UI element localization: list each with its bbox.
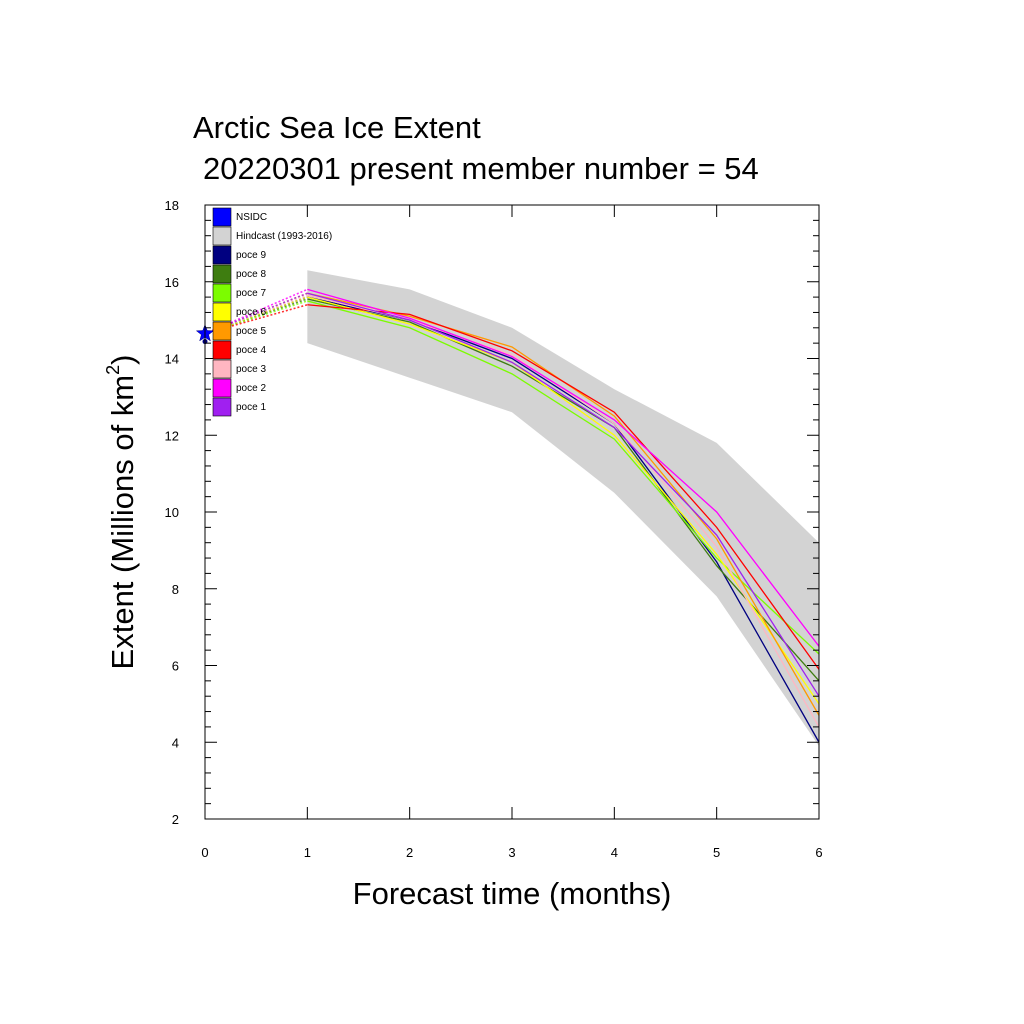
y-tick-label: 6: [172, 659, 179, 674]
y-tick-label: 4: [172, 735, 179, 750]
x-tick-label: 5: [713, 845, 720, 860]
legend-swatch-poce-6: [212, 302, 232, 322]
legend-swatch-nsidc: [212, 207, 232, 227]
y-tick-label: 8: [172, 582, 179, 597]
y-axis-label: Extent (Millions of km2): [103, 355, 141, 670]
y-tick-label: 2: [172, 812, 179, 827]
x-tick-label: 6: [815, 845, 822, 860]
legend-swatch-poce-4: [212, 340, 232, 360]
legend-swatch-poce-5: [212, 321, 232, 341]
legend-label-poce-7: poce 7: [236, 288, 266, 299]
x-tick-label: 4: [611, 845, 618, 860]
series-connector-poce-2: [204, 288, 308, 335]
legend-swatch-poce-7: [212, 283, 232, 303]
legend-label-poce-9: poce 9: [236, 250, 266, 261]
x-tick-label: 3: [508, 845, 515, 860]
legend-label-poce-8: poce 8: [236, 269, 266, 280]
y-axis-label-close: ): [105, 354, 140, 365]
y-tick-label: 12: [165, 428, 179, 443]
series-line-poce-2: [307, 288, 820, 647]
legend-swatch-hindcast-1993-2016-: [212, 226, 232, 246]
y-axis-label-text: Extent (Millions of km: [105, 374, 140, 670]
series-line-poce-7: [307, 300, 820, 655]
legend-label-nsidc: NSIDC: [236, 212, 267, 223]
legend-label-poce-3: poce 3: [236, 364, 266, 375]
legend-label-poce-2: poce 2: [236, 383, 266, 394]
legend-swatch-poce-1: [212, 397, 232, 417]
y-tick-label: 16: [165, 275, 179, 290]
legend-label-poce-4: poce 4: [236, 345, 266, 356]
x-axis-label: Forecast time (months): [352, 876, 672, 911]
series-line-poce-8: [307, 298, 820, 682]
series-line-poce-1: [307, 292, 820, 697]
series-line-poce-6: [307, 296, 820, 705]
legend-label-poce-1: poce 1: [236, 402, 266, 413]
y-tick-label: 18: [165, 198, 179, 213]
legend-swatch-poce-3: [212, 359, 232, 379]
x-tick-label: 2: [406, 845, 413, 860]
y-tick-label: 14: [165, 352, 179, 367]
legend-swatch-poce-8: [212, 264, 232, 284]
hindcast-band-layer: [307, 270, 819, 747]
x-tick-label: 1: [304, 845, 311, 860]
legend-label-hindcast-1993-2016-: Hindcast (1993-2016): [236, 231, 332, 242]
legend-label-poce-6: poce 6: [236, 307, 266, 318]
legend: NSIDC Hindcast (1993-2016) poce 9 poce 8 poc…: [212, 207, 332, 417]
legend-swatch-poce-9: [212, 245, 232, 265]
chart-subtitle: 20220301 present member number = 54: [203, 151, 759, 186]
y-axis-label-superscript: 2: [103, 364, 123, 375]
legend-label-poce-5: poce 5: [236, 326, 266, 337]
legend-swatch-poce-2: [212, 378, 232, 398]
chart-title: Arctic Sea Ice Extent: [193, 110, 481, 145]
hindcast-band: [307, 270, 819, 747]
x-tick-label: 0: [201, 845, 208, 860]
y-tick-label: 10: [165, 505, 179, 520]
